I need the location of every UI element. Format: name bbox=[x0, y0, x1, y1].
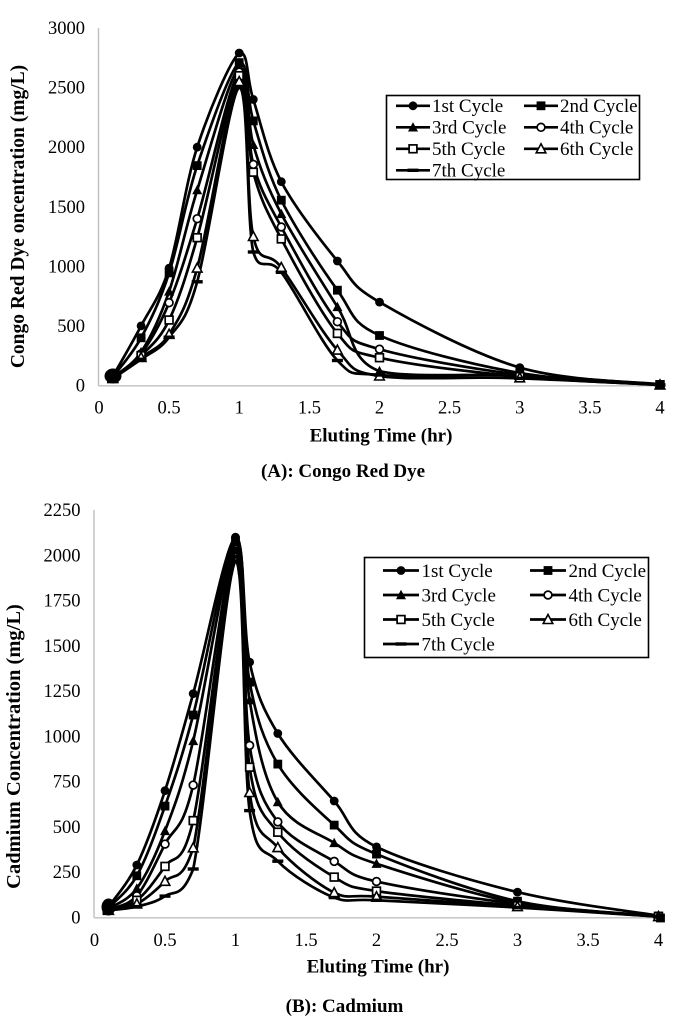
svg-text:1750: 1750 bbox=[44, 592, 81, 612]
svg-text:5th Cycle: 5th Cycle bbox=[432, 139, 505, 160]
svg-text:2: 2 bbox=[375, 399, 384, 419]
svg-text:Eluting Time (hr): Eluting Time (hr) bbox=[310, 426, 453, 447]
svg-text:3rd Cycle: 3rd Cycle bbox=[422, 585, 496, 606]
svg-text:3000: 3000 bbox=[48, 19, 85, 39]
svg-text:1: 1 bbox=[231, 931, 240, 951]
svg-text:3rd Cycle: 3rd Cycle bbox=[432, 118, 506, 139]
svg-text:250: 250 bbox=[53, 863, 81, 883]
svg-text:1500: 1500 bbox=[44, 637, 81, 657]
svg-text:3.5: 3.5 bbox=[576, 931, 599, 951]
svg-text:0.5: 0.5 bbox=[153, 931, 176, 951]
svg-text:1000: 1000 bbox=[44, 727, 81, 747]
svg-text:Cadmium Concentration (mg/L): Cadmium Concentration (mg/L) bbox=[3, 604, 25, 889]
svg-text:0.5: 0.5 bbox=[158, 399, 181, 419]
svg-text:7th Cycle: 7th Cycle bbox=[422, 634, 495, 655]
svg-text:1st Cycle: 1st Cycle bbox=[422, 561, 493, 582]
svg-text:500: 500 bbox=[53, 818, 81, 838]
svg-text:0: 0 bbox=[90, 931, 99, 951]
svg-text:2nd Cycle: 2nd Cycle bbox=[569, 561, 647, 582]
svg-text:Congo Red Dye oncentration (mg: Congo Red Dye oncentration (mg/L) bbox=[8, 65, 29, 368]
svg-text:6th Cycle: 6th Cycle bbox=[569, 610, 642, 631]
svg-text:4: 4 bbox=[654, 931, 663, 951]
svg-text:5th Cycle: 5th Cycle bbox=[422, 610, 495, 631]
svg-text:4th Cycle: 4th Cycle bbox=[569, 585, 642, 606]
svg-text:3.5: 3.5 bbox=[578, 399, 601, 419]
svg-text:(B): Cadmium: (B): Cadmium bbox=[286, 996, 404, 1017]
svg-text:2.5: 2.5 bbox=[438, 399, 461, 419]
svg-text:500: 500 bbox=[57, 317, 85, 337]
svg-text:1500: 1500 bbox=[48, 198, 85, 218]
svg-text:0: 0 bbox=[76, 377, 85, 397]
svg-text:6th Cycle: 6th Cycle bbox=[560, 139, 633, 160]
svg-text:4th Cycle: 4th Cycle bbox=[560, 118, 633, 139]
svg-text:1: 1 bbox=[235, 399, 244, 419]
svg-text:4: 4 bbox=[655, 399, 664, 419]
svg-text:0: 0 bbox=[94, 399, 103, 419]
svg-text:750: 750 bbox=[53, 773, 81, 793]
svg-text:2.5: 2.5 bbox=[435, 931, 458, 951]
svg-text:2250: 2250 bbox=[44, 501, 81, 521]
svg-text:2500: 2500 bbox=[48, 79, 85, 99]
svg-text:2: 2 bbox=[372, 931, 381, 951]
svg-text:1000: 1000 bbox=[48, 257, 85, 277]
svg-text:2nd Cycle: 2nd Cycle bbox=[560, 96, 638, 117]
svg-text:1st Cycle: 1st Cycle bbox=[432, 96, 503, 117]
svg-text:1.5: 1.5 bbox=[294, 931, 317, 951]
svg-text:(A): Congo Red Dye: (A): Congo Red Dye bbox=[261, 461, 425, 482]
svg-text:1.5: 1.5 bbox=[298, 399, 321, 419]
svg-text:3: 3 bbox=[513, 931, 522, 951]
svg-text:Eluting Time (hr): Eluting Time (hr) bbox=[307, 957, 450, 978]
svg-text:2000: 2000 bbox=[48, 138, 85, 158]
svg-text:3: 3 bbox=[515, 399, 524, 419]
svg-text:2000: 2000 bbox=[44, 546, 81, 566]
svg-text:1250: 1250 bbox=[44, 682, 81, 702]
svg-text:0: 0 bbox=[71, 909, 80, 929]
svg-text:7th Cycle: 7th Cycle bbox=[432, 161, 505, 182]
